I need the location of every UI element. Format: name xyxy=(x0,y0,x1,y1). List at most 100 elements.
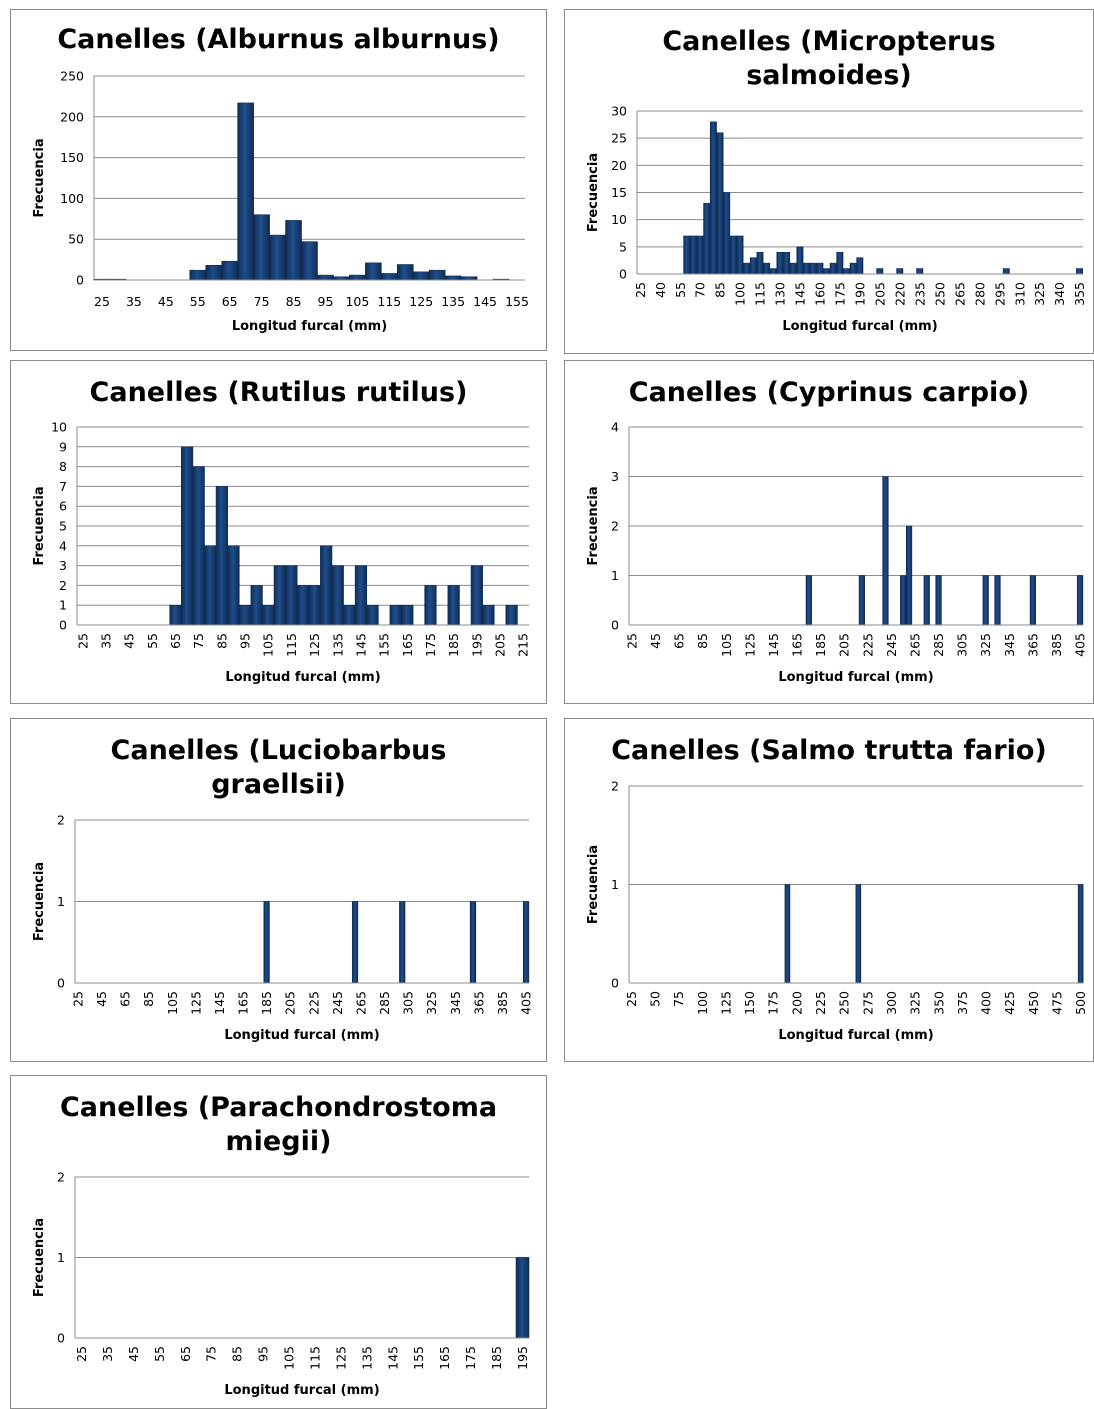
y-tick-label: 2 xyxy=(59,578,67,593)
x-tick-label: 185 xyxy=(446,633,461,657)
x-tick-label: 55 xyxy=(152,1346,167,1362)
histogram-bar: 325: 1 xyxy=(982,575,989,626)
histogram-bar: 405: 1 xyxy=(522,901,530,984)
x-tick-label: 125 xyxy=(307,633,322,657)
x-tick-label: 205 xyxy=(493,633,508,657)
histogram-bar: 195: 3 xyxy=(470,565,483,626)
histogram-bar: 175: 1 xyxy=(805,575,812,626)
x-tick-label: 225 xyxy=(813,991,828,1015)
y-axis-label: Frecuencia xyxy=(32,1218,47,1297)
x-tick-label: 25 xyxy=(624,991,639,1007)
x-tick-label: 115 xyxy=(377,294,401,309)
x-tick-label: 45 xyxy=(94,991,109,1007)
y-tick-label: 1 xyxy=(611,568,619,583)
chart-title: graellsii) xyxy=(211,769,346,800)
x-tick-label: 185 xyxy=(813,633,828,657)
y-tick-label: 4 xyxy=(59,538,67,553)
y-tick-label: 1 xyxy=(57,1250,65,1265)
histogram-bar: 275: 1 xyxy=(923,575,930,626)
x-tick-label: 175 xyxy=(766,991,781,1015)
histogram-bar: 80: 4 xyxy=(204,545,217,626)
histogram-bar: 90: 4 xyxy=(227,545,240,626)
histogram-bar: 160: 1 xyxy=(389,604,402,626)
x-tick-label: 325 xyxy=(908,991,923,1015)
x-tick-label: 355 xyxy=(1072,282,1087,306)
y-tick-label: 2 xyxy=(57,813,65,828)
histogram-bar: 110: 21 xyxy=(365,262,382,281)
x-tick-label: 345 xyxy=(1002,633,1017,657)
chart-title: Canelles (Parachondrostoma xyxy=(60,1092,497,1123)
x-tick-label: 405 xyxy=(1073,633,1088,657)
x-tick-label: 125 xyxy=(742,633,757,657)
x-tick-label: 95 xyxy=(256,1346,271,1362)
x-tick-label: 35 xyxy=(100,1346,115,1362)
chart-title: miegii) xyxy=(226,1126,332,1157)
chart-title: salmoides) xyxy=(746,60,912,91)
histogram-bar: 150: 2 xyxy=(803,262,811,275)
y-axis-label: Frecuencia xyxy=(32,862,47,941)
y-tick-label: 0 xyxy=(619,267,627,282)
histogram-bar: 120: 2 xyxy=(296,585,310,626)
histogram-salmo-trutta-fario: Canelles (Salmo trutta fario) 0 1 2 190: 1 26… xyxy=(564,718,1094,1062)
x-tick-label: 305 xyxy=(955,633,970,657)
y-tick-label: 3 xyxy=(59,558,67,573)
x-axis-label: Longitud furcal (mm) xyxy=(778,1028,933,1043)
histogram-bar: 115: 8 xyxy=(381,273,398,281)
x-tick-label: 115 xyxy=(753,282,768,306)
histogram-bar: 120: 19 xyxy=(396,264,414,281)
x-tick-label: 85 xyxy=(230,1346,245,1362)
histogram-bar: 145: 3 xyxy=(354,565,368,626)
histogram-bar: 115: 4 xyxy=(756,251,764,275)
x-tick-label: 45 xyxy=(122,633,137,649)
y-tick-label: 6 xyxy=(59,499,67,514)
x-tick-label: 350 xyxy=(931,991,946,1015)
x-tick-label: 25 xyxy=(624,633,639,649)
x-tick-label: 325 xyxy=(1032,282,1047,306)
x-tick-label: 55 xyxy=(145,633,160,649)
histogram-bar: 140: 1 xyxy=(343,604,356,626)
x-tick-label: 145 xyxy=(385,1346,400,1370)
histogram-bar: 165: 1 xyxy=(401,604,414,626)
histogram-bar: 240: 3 xyxy=(882,476,889,626)
x-tick-label: 365 xyxy=(1025,633,1040,657)
x-tick-label: 285 xyxy=(377,991,392,1015)
histogram-bar: 90: 15 xyxy=(723,192,731,275)
x-tick-label: 125 xyxy=(409,294,433,309)
x-tick-label: 285 xyxy=(931,633,946,657)
x-tick-label: 135 xyxy=(441,294,465,309)
histogram-bar: 80: 55 xyxy=(269,234,286,281)
chart-svg: Canelles (Cyprinus carpio) 0 1 2 3 4 175: 1 220… xyxy=(586,377,1088,685)
x-tick-label: 425 xyxy=(1002,991,1017,1015)
x-tick-label: 25 xyxy=(70,991,85,1007)
histogram-bar: 145: 5 xyxy=(796,246,804,275)
x-tick-label: 340 xyxy=(1052,282,1067,306)
histogram-bar: 365: 1 xyxy=(1029,575,1036,626)
chart-svg: Canelles (Salmo trutta fario) 0 1 2 190: 1 26… xyxy=(586,735,1088,1043)
x-tick-label: 25 xyxy=(94,294,110,309)
x-tick-label: 175 xyxy=(423,633,438,657)
x-tick-label: 365 xyxy=(471,991,486,1015)
y-tick-label: 50 xyxy=(68,232,84,247)
chart-title: Canelles (Cyprinus carpio) xyxy=(629,377,1029,408)
histogram-bar: 135: 3 xyxy=(331,565,344,626)
x-tick-label: 145 xyxy=(766,633,781,657)
x-tick-label: 105 xyxy=(165,991,180,1015)
x-tick-label: 400 xyxy=(979,991,994,1015)
histogram-bar: 200: 1 xyxy=(482,604,495,626)
y-tick-label: 0 xyxy=(57,1331,65,1346)
x-tick-label: 165 xyxy=(400,633,415,657)
y-tick-label: 100 xyxy=(60,191,84,206)
x-tick-label: 155 xyxy=(505,294,529,309)
y-axis-label: Frecuencia xyxy=(32,138,47,217)
chart-svg: Canelles (Alburnus alburnus) 0 50 100 150 200… xyxy=(32,24,529,334)
histogram-bar: 100: 7 xyxy=(736,235,744,275)
histogram-bar: 110: 3 xyxy=(273,565,286,626)
y-tick-label: 20 xyxy=(611,158,627,173)
x-tick-label: 75 xyxy=(204,1346,219,1362)
histogram-bar: 75: 13 xyxy=(703,203,711,275)
y-tick-label: 0 xyxy=(611,618,619,633)
histogram-bar: 120: 2 xyxy=(763,262,771,275)
x-tick-label: 100 xyxy=(695,991,710,1015)
